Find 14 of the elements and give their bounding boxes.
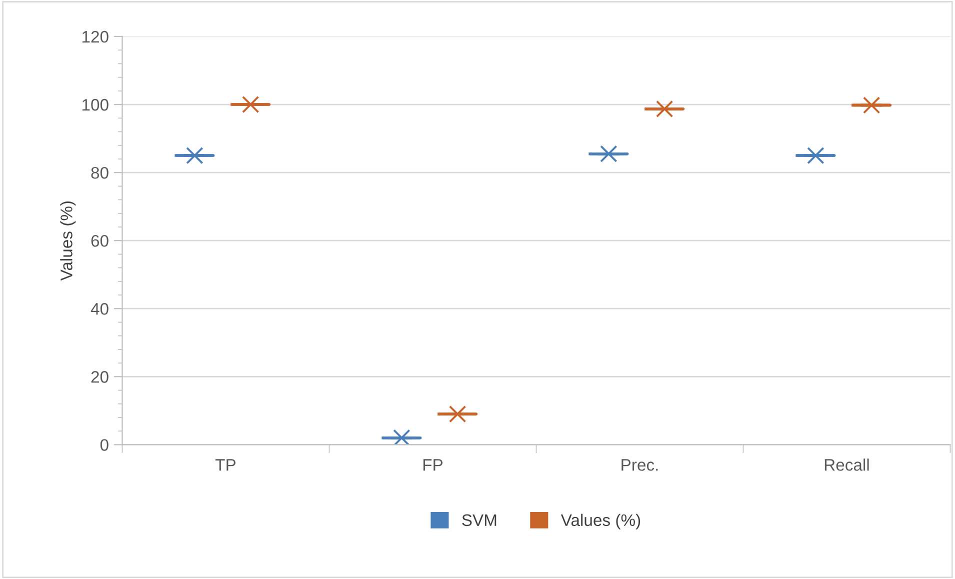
y-tick-label: 20 [91, 371, 108, 383]
x-tick-label: Recall [824, 458, 869, 471]
legend-label: SVM [462, 514, 496, 526]
x-tick-label: FP [423, 459, 443, 471]
x-tick-label: Prec. [622, 459, 658, 471]
x-tick-label: TP [215, 459, 236, 471]
legend-label: Values (%) [560, 514, 640, 530]
y-tick-label: 100 [82, 98, 108, 111]
y-tick-label: 0 [100, 439, 108, 451]
y-tick-label: 120 [82, 30, 108, 43]
y-tick-label: 80 [91, 166, 108, 179]
y-tick-label: 40 [90, 303, 108, 315]
y-axis-title: Values (%) [60, 201, 76, 281]
y-tick-label: 60 [91, 234, 108, 247]
